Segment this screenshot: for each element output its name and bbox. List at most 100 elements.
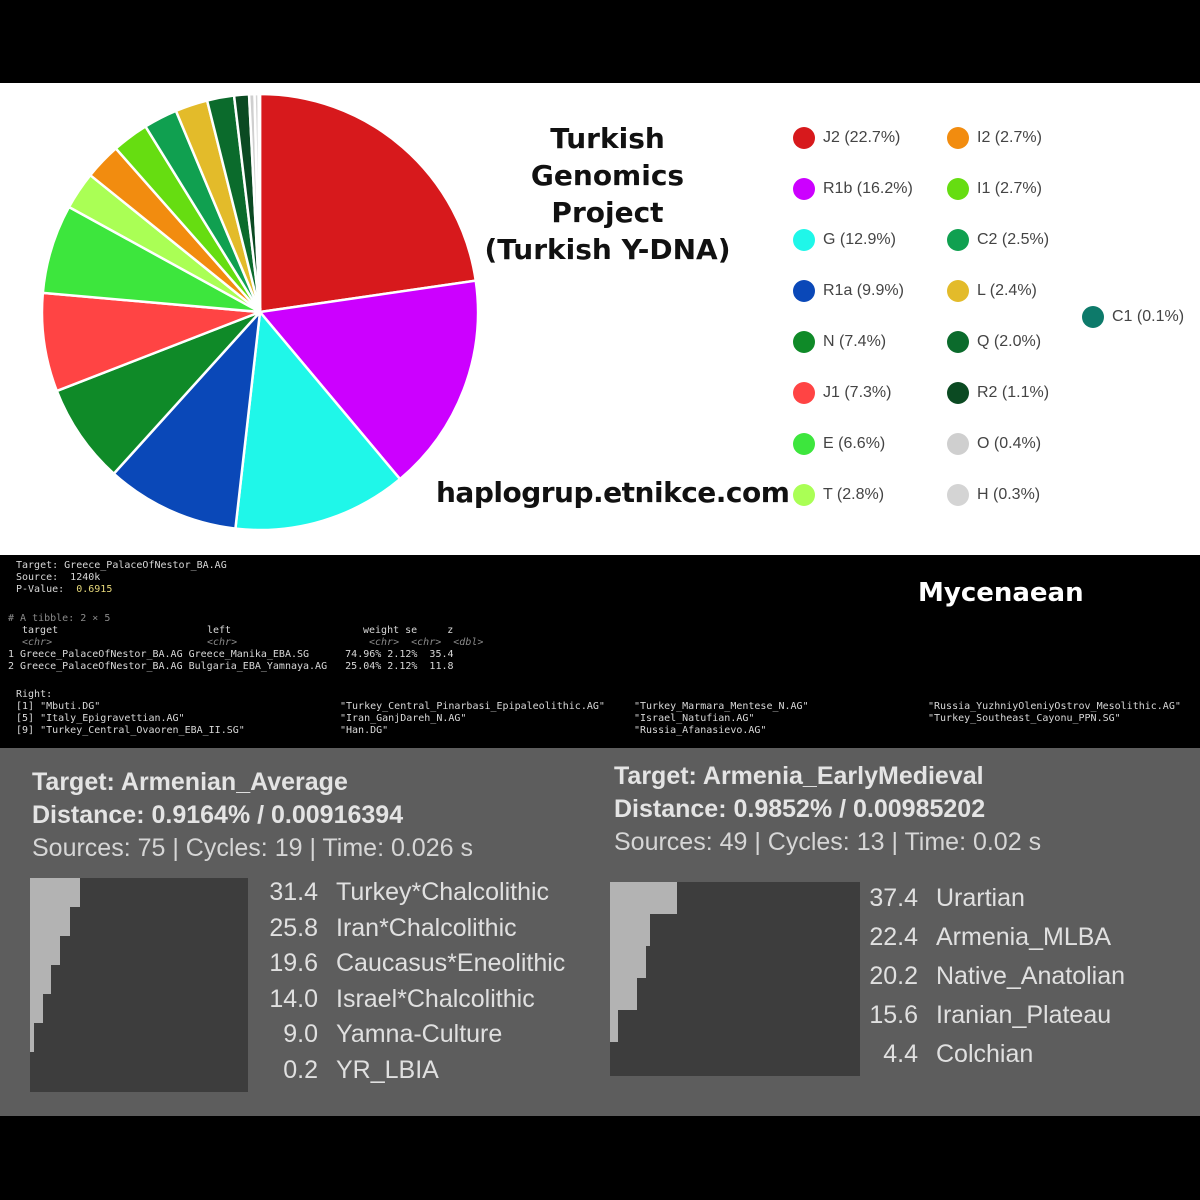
pie-slice-j1 bbox=[40, 291, 261, 393]
legend-swatch-i2 bbox=[947, 127, 969, 149]
result-header-left: Target: Armenian_Average Distance: 0.916… bbox=[32, 766, 473, 865]
legend-swatch-q bbox=[947, 331, 969, 353]
console-pvalue-label: P-Value: bbox=[16, 584, 65, 595]
console-right-7: "Israel_Natufian.AG" bbox=[634, 713, 755, 724]
source-percent: 9.0 bbox=[283, 1020, 318, 1048]
legend-label-t: T (2.8%) bbox=[823, 486, 885, 503]
console-right-11: "Russia_Afanasievo.AG" bbox=[634, 725, 767, 736]
legend-item-l: L (2.4%) bbox=[947, 279, 1037, 303]
console-right-3: "Turkey_Marmara_Mentese_N.AG" bbox=[634, 701, 809, 712]
source-row-left-4: 14.0 Israel*Chalcolithic bbox=[258, 985, 534, 1014]
legend-label-q: Q (2.0%) bbox=[977, 333, 1042, 350]
legend-item-j1: J1 (7.3%) bbox=[793, 381, 891, 405]
legend-swatch-h bbox=[947, 484, 969, 506]
pie-slice-r1a bbox=[112, 308, 262, 530]
console-right-8: "Turkey_Southeast_Cayonu_PPN.SG" bbox=[928, 713, 1121, 724]
legend-swatch-r1b bbox=[793, 178, 815, 200]
source-row-left-6: 0.2 YR_LBIA bbox=[258, 1056, 439, 1085]
legend-swatch-r1a bbox=[793, 280, 815, 302]
console-pvalue-row: P-Value: 0.6915 bbox=[16, 584, 112, 596]
console-right-9: [9] "Turkey_Central_Ovaoren_EBA_II.SG" bbox=[16, 725, 245, 736]
legend-item-t: T (2.8%) bbox=[793, 483, 884, 507]
console-right-10: "Han.DG" bbox=[340, 725, 389, 736]
legend-item-e: E (6.6%) bbox=[793, 432, 885, 456]
legend-swatch-i1 bbox=[947, 178, 969, 200]
legend-label-j1: J1 (7.3%) bbox=[823, 384, 892, 401]
chart-title: Turkish Genomics Project (Turkish Y-DNA) bbox=[470, 120, 745, 268]
legend-label-o: O (0.4%) bbox=[977, 435, 1042, 452]
console-tibble: # A tibble: 2 × 5 bbox=[8, 613, 111, 624]
chart-title-line-1: Turkish Genomics bbox=[530, 122, 685, 192]
legend-label-r2: R2 (1.1%) bbox=[977, 384, 1050, 401]
mycenaean-label: Mycenaean bbox=[918, 578, 1084, 608]
pie-slice-c1 bbox=[257, 92, 262, 313]
legend-label-g: G (12.9%) bbox=[823, 231, 896, 248]
histogram-bar-left-6 bbox=[30, 1023, 34, 1052]
pie-slice-j2 bbox=[258, 92, 478, 314]
legend-item-i1: I1 (2.7%) bbox=[947, 177, 1042, 201]
console-col-left: left bbox=[207, 625, 232, 636]
source-percent: 37.4 bbox=[869, 884, 918, 912]
legend-swatch-n bbox=[793, 331, 815, 353]
histogram-bar-left-4 bbox=[30, 965, 52, 994]
legend-item-n: N (7.4%) bbox=[793, 330, 886, 354]
console-row-1: 1 Greece_PalaceOfNestor_BA.AG Greece_Man… bbox=[8, 649, 454, 660]
legend-swatch-c2 bbox=[947, 229, 969, 251]
pie-slice-g bbox=[234, 308, 402, 532]
result-distance-left: Distance: 0.9164% / 0.00916394 bbox=[32, 801, 404, 829]
histogram-bar-left-2 bbox=[30, 907, 71, 936]
legend-item-r1a: R1a (9.9%) bbox=[793, 279, 904, 303]
legend-swatch-g bbox=[793, 229, 815, 251]
legend-item-c1: C1 (0.1%) bbox=[1082, 305, 1184, 329]
source-label: YR_LBIA bbox=[336, 1055, 439, 1084]
legend-label-i2: I2 (2.7%) bbox=[977, 129, 1042, 146]
console-source: Source: 1240k bbox=[16, 572, 101, 583]
chart-title-line-2: Project bbox=[551, 196, 664, 229]
site-url: haplogrup.etnikce.com bbox=[436, 476, 790, 509]
source-label: Native_Anatolian bbox=[936, 962, 1126, 990]
source-label: Iranian_Plateau bbox=[936, 1001, 1112, 1029]
legend-item-q: Q (2.0%) bbox=[947, 330, 1041, 354]
console-right-6: "Iran_GanjDareh_N.AG" bbox=[340, 713, 467, 724]
legend-swatch-o bbox=[947, 433, 969, 455]
source-label: Armenia_MLBA bbox=[936, 923, 1112, 951]
source-row-left-5: 9.0 Yamna-Culture bbox=[258, 1020, 502, 1049]
source-label: Iran*Chalcolithic bbox=[336, 913, 517, 942]
result-header-right: Target: Armenia_EarlyMedieval Distance: … bbox=[614, 760, 1041, 859]
source-label: Urartian bbox=[936, 884, 1025, 912]
pie-slice-n bbox=[55, 310, 261, 476]
result-target-right: Target: Armenia_EarlyMedieval bbox=[614, 762, 984, 790]
histogram-bar-left-1 bbox=[30, 878, 80, 907]
legend-item-h: H (0.3%) bbox=[947, 483, 1040, 507]
legend-item-j2: J2 (22.7%) bbox=[793, 126, 900, 150]
console-col-target: target bbox=[22, 625, 59, 636]
histogram-bar-right-5 bbox=[610, 1010, 618, 1042]
source-row-left-1: 31.4 Turkey*Chalcolithic bbox=[258, 878, 549, 907]
source-row-right-3: 20.2 Native_Anatolian bbox=[858, 962, 1125, 991]
ydna-pie-chart bbox=[40, 92, 480, 532]
legend-swatch-r2 bbox=[947, 382, 969, 404]
source-row-right-1: 37.4 Urartian bbox=[858, 884, 1025, 913]
result-distance-right: Distance: 0.9852% / 0.00985202 bbox=[614, 795, 986, 823]
console-row-2: 2 Greece_PalaceOfNestor_BA.AG Bulgaria_E… bbox=[8, 661, 454, 672]
source-percent: 15.6 bbox=[869, 1001, 918, 1029]
source-percent: 4.4 bbox=[883, 1040, 918, 1068]
legend-item-i2: I2 (2.7%) bbox=[947, 126, 1042, 150]
source-row-right-4: 15.6 Iranian_Plateau bbox=[858, 1001, 1111, 1030]
chart-title-line-3: (Turkish Y-DNA) bbox=[484, 233, 731, 266]
result-meta-right: Sources: 49 | Cycles: 13 | Time: 0.02 s bbox=[614, 828, 1042, 856]
source-percent: 0.2 bbox=[283, 1055, 318, 1084]
legend-item-g: G (12.9%) bbox=[793, 228, 896, 252]
source-label: Caucasus*Eneolithic bbox=[336, 949, 566, 977]
source-percent: 31.4 bbox=[269, 878, 318, 906]
source-percent: 22.4 bbox=[869, 923, 918, 951]
pie-slice-r1b bbox=[257, 279, 480, 481]
legend-label-n: N (7.4%) bbox=[823, 333, 887, 350]
result-meta-left: Sources: 75 | Cycles: 19 | Time: 0.026 s bbox=[32, 834, 473, 862]
legend-label-i1: I1 (2.7%) bbox=[977, 180, 1042, 197]
legend-item-r1b: R1b (16.2%) bbox=[793, 177, 913, 201]
console-type-rest: <chr> <chr> <dbl> bbox=[369, 637, 484, 648]
legend-swatch-j2 bbox=[793, 127, 815, 149]
console-right-4: "Russia_YuzhniyOleniyOstrov_Mesolithic.A… bbox=[928, 701, 1181, 712]
console-right-5: [5] "Italy_Epigravettian.AG" bbox=[16, 713, 185, 724]
